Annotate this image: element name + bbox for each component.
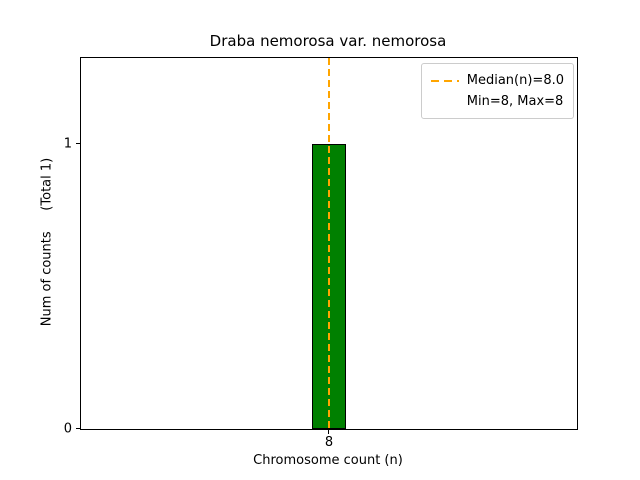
legend: Median(n)=8.0 Min=8, Max=8 [420,63,574,119]
empty-legend-sample [431,101,459,103]
median-line [328,58,330,429]
y-tick-mark [76,142,80,144]
legend-label-minmax: Min=8, Max=8 [466,94,564,109]
y-tick-label: 1 [63,136,72,152]
plot-area [80,57,578,430]
legend-entry-minmax: Min=8, Max=8 [431,91,564,112]
legend-label-median: Median(n)=8.0 [466,73,564,88]
y-tick-mark [76,428,80,429]
chart-title: Draba nemorosa var. nemorosa [209,32,447,50]
median-dashed-line-icon [430,79,459,82]
x-tick-label: 8 [324,435,334,450]
x-axis-label: Chromosome count (n) [253,453,403,468]
x-tick-mark [328,430,329,434]
y-tick-label: 0 [63,421,72,437]
legend-entry-median: Median(n)=8.0 [430,70,564,91]
y-axis-label: Num of counts (Total 1) [39,157,55,327]
